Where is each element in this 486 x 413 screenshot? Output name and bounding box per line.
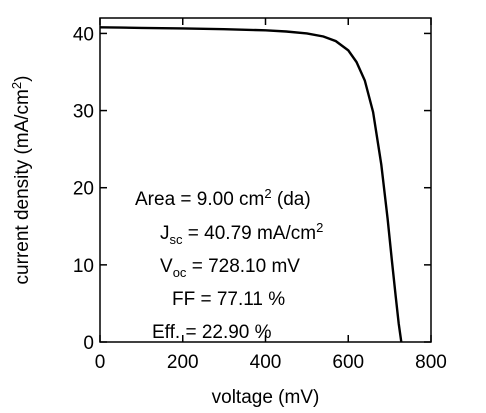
- y-tick-label: 0: [83, 333, 94, 354]
- x-tick-label: 800: [415, 352, 447, 373]
- x-tick-label: 0: [95, 352, 106, 373]
- axis-ticks: 0 200 400 600 800 0 10 20 30 40: [73, 18, 447, 373]
- y-tick-label: 40: [73, 24, 94, 45]
- x-axis-title: voltage (mV): [212, 387, 320, 408]
- x-tick-label: 400: [250, 352, 282, 373]
- annotation-jsc: Jsc = 40.79 mA/cm2: [160, 220, 323, 247]
- x-tick-label: 600: [332, 352, 364, 373]
- annotation-ff: FF = 77.11 %: [172, 289, 285, 310]
- y-axis-title: current density (mA/cm2): [9, 76, 33, 285]
- annotation-eff: Eff. = 22.90 %: [152, 322, 272, 343]
- y-tick-label: 20: [73, 179, 94, 200]
- y-tick-label: 10: [73, 256, 94, 277]
- annotation-voc: Voc = 728.10 mV: [160, 256, 300, 280]
- plot-area: 0 200 400 600 800 0 10 20 30 40: [73, 17, 447, 373]
- iv-curve: [99, 26, 403, 343]
- annotation-area: Area = 9.00 cm2 (da): [135, 186, 311, 210]
- y-tick-label: 30: [73, 102, 94, 123]
- x-tick-label: 200: [167, 352, 199, 373]
- cell-parameters: Area = 9.00 cm2 (da) Jsc = 40.79 mA/cm2 …: [135, 186, 323, 343]
